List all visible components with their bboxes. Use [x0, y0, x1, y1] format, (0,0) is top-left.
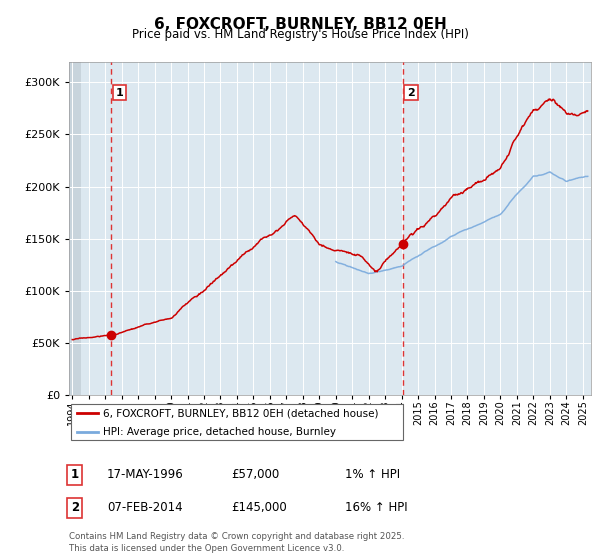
Text: 1: 1	[116, 87, 124, 97]
Text: 2: 2	[71, 501, 79, 515]
Text: £145,000: £145,000	[231, 501, 287, 515]
Text: Price paid vs. HM Land Registry's House Price Index (HPI): Price paid vs. HM Land Registry's House …	[131, 28, 469, 41]
Text: 07-FEB-2014: 07-FEB-2014	[107, 501, 182, 515]
Text: 2: 2	[407, 87, 415, 97]
Text: 6, FOXCROFT, BURNLEY, BB12 0EH: 6, FOXCROFT, BURNLEY, BB12 0EH	[154, 17, 446, 32]
Bar	[69, 62, 80, 395]
Text: 1% ↑ HPI: 1% ↑ HPI	[345, 468, 400, 482]
FancyBboxPatch shape	[71, 404, 403, 440]
Text: Contains HM Land Registry data © Crown copyright and database right 2025.
This d: Contains HM Land Registry data © Crown c…	[69, 533, 404, 553]
Text: 6, FOXCROFT, BURNLEY, BB12 0EH (detached house): 6, FOXCROFT, BURNLEY, BB12 0EH (detached…	[103, 408, 378, 418]
Text: 16% ↑ HPI: 16% ↑ HPI	[345, 501, 407, 515]
Text: 17-MAY-1996: 17-MAY-1996	[107, 468, 184, 482]
Text: 1: 1	[71, 468, 79, 482]
Text: £57,000: £57,000	[231, 468, 279, 482]
Text: HPI: Average price, detached house, Burnley: HPI: Average price, detached house, Burn…	[103, 427, 335, 437]
